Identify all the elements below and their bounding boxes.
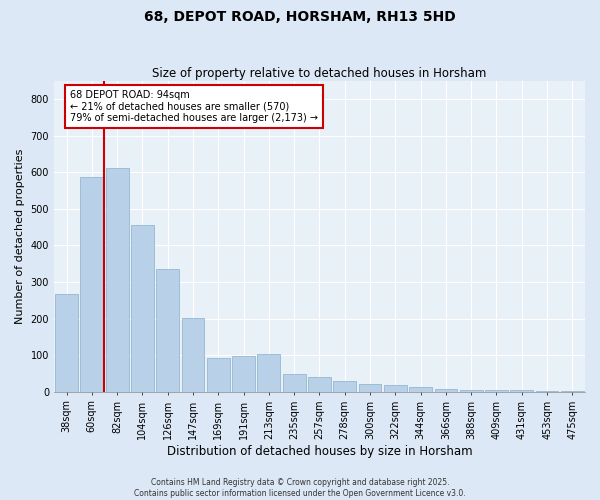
Bar: [485, 390, 508, 392]
Y-axis label: Number of detached properties: Number of detached properties: [15, 148, 25, 324]
Text: 68, DEPOT ROAD, HORSHAM, RH13 5HD: 68, DEPOT ROAD, HORSHAM, RH13 5HD: [144, 10, 456, 24]
Bar: [536, 390, 559, 392]
Bar: [283, 374, 305, 392]
Bar: [207, 358, 230, 392]
Text: Contains HM Land Registry data © Crown copyright and database right 2025.
Contai: Contains HM Land Registry data © Crown c…: [134, 478, 466, 498]
Bar: [232, 356, 255, 392]
Bar: [561, 391, 584, 392]
X-axis label: Distribution of detached houses by size in Horsham: Distribution of detached houses by size …: [167, 444, 472, 458]
Bar: [182, 318, 205, 392]
Bar: [106, 168, 128, 392]
Bar: [257, 354, 280, 392]
Bar: [409, 388, 432, 392]
Bar: [308, 377, 331, 392]
Bar: [131, 225, 154, 392]
Text: 68 DEPOT ROAD: 94sqm
← 21% of detached houses are smaller (570)
79% of semi-deta: 68 DEPOT ROAD: 94sqm ← 21% of detached h…: [70, 90, 318, 123]
Bar: [80, 176, 103, 392]
Bar: [511, 390, 533, 392]
Bar: [157, 269, 179, 392]
Bar: [334, 381, 356, 392]
Title: Size of property relative to detached houses in Horsham: Size of property relative to detached ho…: [152, 66, 487, 80]
Bar: [55, 294, 78, 392]
Bar: [460, 390, 482, 392]
Bar: [434, 389, 457, 392]
Bar: [384, 385, 407, 392]
Bar: [359, 384, 382, 392]
